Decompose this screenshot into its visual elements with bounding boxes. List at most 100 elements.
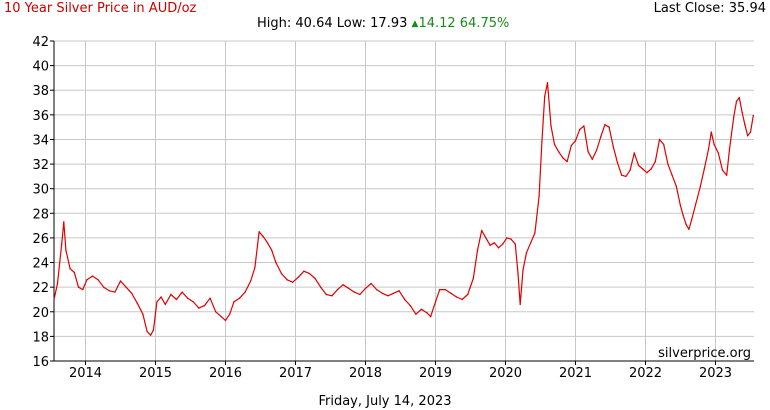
data-point — [558, 151, 560, 153]
data-point — [353, 291, 355, 293]
data-point — [608, 126, 610, 128]
data-point — [238, 297, 241, 299]
x-tick-label: 2023 — [699, 366, 732, 381]
data-point — [420, 308, 423, 310]
data-point — [258, 231, 260, 233]
y-tick-label: 22 — [32, 281, 49, 296]
data-point — [56, 282, 59, 285]
data-point — [63, 221, 65, 223]
data-point — [61, 243, 63, 245]
data-point — [485, 237, 487, 239]
up-triangle-icon: ▲ — [411, 19, 419, 29]
data-point — [735, 100, 738, 103]
data-point — [308, 272, 311, 275]
data-point — [254, 266, 256, 269]
x-tick-labels: 2014 2015 2016 2017 2018 2019 2020 2021 2022 2023 — [69, 366, 732, 381]
data-point — [612, 146, 614, 148]
data-point — [514, 243, 516, 245]
data-point — [493, 242, 495, 244]
data-point — [108, 290, 111, 292]
data-point — [156, 301, 158, 303]
data-point — [562, 157, 564, 159]
data-point — [114, 291, 116, 293]
data-point — [544, 95, 546, 98]
data-point — [713, 143, 715, 146]
data-point — [387, 295, 389, 297]
data-point — [489, 244, 491, 246]
data-point — [591, 158, 593, 160]
data-point — [642, 168, 644, 170]
data-point — [654, 160, 656, 163]
data-point — [583, 125, 585, 127]
x-tick-label: 2020 — [489, 366, 522, 381]
data-point — [744, 124, 746, 126]
data-point — [502, 243, 504, 245]
data-point — [136, 302, 138, 304]
data-point — [726, 174, 728, 176]
data-point — [303, 270, 305, 272]
y-tick-label: 28 — [32, 207, 49, 222]
data-point — [320, 286, 322, 288]
data-point — [658, 138, 661, 141]
data-point — [398, 290, 400, 292]
data-point — [220, 316, 222, 318]
x-tick-label: 2016 — [209, 366, 242, 381]
price-series-line — [53, 82, 754, 336]
data-point — [348, 287, 350, 290]
data-point — [434, 301, 437, 303]
last-close-value: Last Close: 35.94 — [653, 1, 766, 16]
data-point — [538, 195, 540, 197]
data-point — [73, 271, 76, 274]
gridlines — [54, 40, 754, 361]
data-point — [103, 286, 105, 288]
data-point — [497, 247, 500, 249]
data-point — [53, 298, 55, 301]
data-point — [164, 303, 166, 306]
data-point — [149, 334, 152, 336]
change-percent: 64.75% — [459, 16, 510, 31]
data-point — [69, 268, 71, 270]
data-point — [359, 293, 361, 296]
data-point — [131, 292, 133, 294]
axes — [50, 40, 754, 365]
data-point — [209, 297, 211, 299]
y-tick-label: 42 — [32, 35, 49, 50]
data-point — [286, 279, 288, 281]
data-point — [749, 131, 752, 133]
data-point — [215, 311, 217, 313]
data-point — [663, 143, 665, 146]
data-point — [152, 329, 155, 331]
data-point — [519, 303, 521, 306]
y-tick-label: 40 — [32, 60, 49, 75]
data-point — [522, 269, 524, 271]
data-point — [244, 291, 246, 293]
data-point — [342, 284, 344, 286]
y-tick-label: 30 — [32, 183, 49, 198]
data-point — [376, 288, 378, 291]
data-point — [699, 186, 701, 189]
high-value: High: 40.64 — [257, 16, 333, 31]
data-point — [426, 312, 428, 314]
data-point — [570, 144, 572, 147]
data-point — [629, 169, 631, 171]
data-point — [65, 249, 67, 251]
data-point — [224, 319, 227, 322]
watermark-text: silverprice.org — [658, 346, 751, 361]
data-point — [170, 293, 172, 296]
y-tick-label: 36 — [32, 109, 49, 124]
data-point — [550, 125, 552, 127]
change-value: 14.12 — [418, 16, 456, 31]
data-point — [86, 279, 88, 281]
y-tick-label: 24 — [32, 257, 49, 272]
data-point — [707, 148, 710, 150]
data-point — [314, 277, 316, 280]
data-point — [472, 277, 474, 280]
data-point — [429, 316, 432, 318]
data-point — [685, 223, 687, 226]
data-point — [587, 151, 589, 153]
data-point — [688, 228, 690, 230]
data-point — [534, 232, 536, 234]
data-point — [192, 301, 194, 303]
data-point — [271, 249, 273, 251]
data-point — [297, 276, 299, 278]
